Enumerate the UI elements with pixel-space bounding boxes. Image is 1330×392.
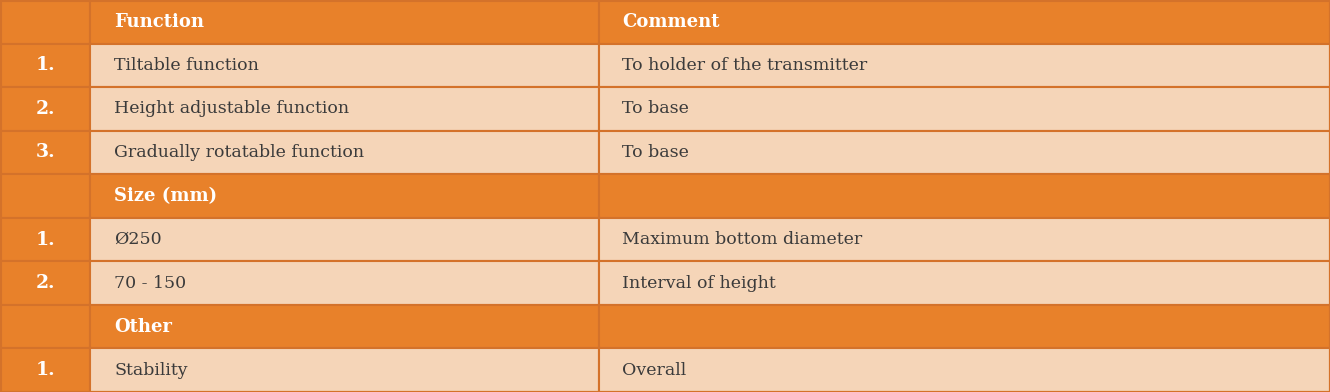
Bar	[90, 44, 598, 87]
Bar	[598, 131, 1330, 174]
Bar	[90, 348, 598, 392]
Text: Other: Other	[114, 318, 173, 336]
Bar	[598, 261, 1330, 305]
Bar	[0, 305, 90, 348]
Text: Comment: Comment	[622, 13, 720, 31]
Text: To base: To base	[622, 100, 689, 117]
Text: 1.: 1.	[36, 230, 55, 249]
Bar	[90, 131, 598, 174]
Text: Maximum bottom diameter: Maximum bottom diameter	[622, 231, 863, 248]
Bar	[0, 348, 90, 392]
Text: 1.: 1.	[36, 361, 55, 379]
Bar	[90, 0, 598, 44]
Text: 3.: 3.	[36, 143, 55, 162]
Text: Height adjustable function: Height adjustable function	[114, 100, 350, 117]
Bar	[90, 174, 598, 218]
Bar	[90, 261, 598, 305]
Bar	[0, 218, 90, 261]
Bar	[598, 218, 1330, 261]
Bar	[598, 44, 1330, 87]
Bar	[598, 348, 1330, 392]
Text: 2.: 2.	[36, 100, 55, 118]
Bar	[598, 174, 1330, 218]
Bar	[0, 0, 90, 44]
Text: Ø250: Ø250	[114, 231, 162, 248]
Text: Size (mm): Size (mm)	[114, 187, 218, 205]
Text: To base: To base	[622, 144, 689, 161]
Bar	[0, 261, 90, 305]
Text: 1.: 1.	[36, 56, 55, 74]
Bar	[598, 0, 1330, 44]
Text: Gradually rotatable function: Gradually rotatable function	[114, 144, 364, 161]
Bar	[90, 305, 598, 348]
Text: 70 - 150: 70 - 150	[114, 275, 186, 292]
Bar	[598, 305, 1330, 348]
Bar	[0, 131, 90, 174]
Bar	[598, 87, 1330, 131]
Text: Overall: Overall	[622, 362, 686, 379]
Bar	[0, 44, 90, 87]
Text: To holder of the transmitter: To holder of the transmitter	[622, 57, 867, 74]
Text: Interval of height: Interval of height	[622, 275, 777, 292]
Bar	[0, 87, 90, 131]
Text: Function: Function	[114, 13, 205, 31]
Text: Stability: Stability	[114, 362, 188, 379]
Bar	[90, 87, 598, 131]
Text: Tiltable function: Tiltable function	[114, 57, 259, 74]
Bar	[0, 174, 90, 218]
Text: 2.: 2.	[36, 274, 55, 292]
Bar	[90, 218, 598, 261]
